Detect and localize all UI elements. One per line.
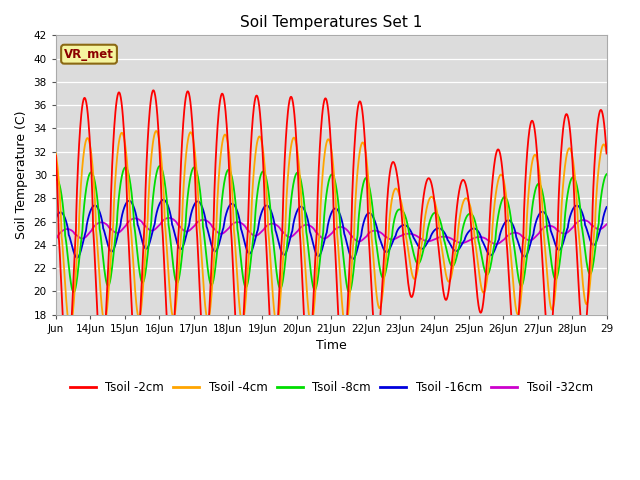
Y-axis label: Soil Temperature (C): Soil Temperature (C) bbox=[15, 111, 28, 240]
Legend: Tsoil -2cm, Tsoil -4cm, Tsoil -8cm, Tsoil -16cm, Tsoil -32cm: Tsoil -2cm, Tsoil -4cm, Tsoil -8cm, Tsoi… bbox=[65, 376, 598, 399]
X-axis label: Time: Time bbox=[316, 339, 347, 352]
Text: VR_met: VR_met bbox=[64, 48, 114, 60]
Title: Soil Temperatures Set 1: Soil Temperatures Set 1 bbox=[240, 15, 422, 30]
